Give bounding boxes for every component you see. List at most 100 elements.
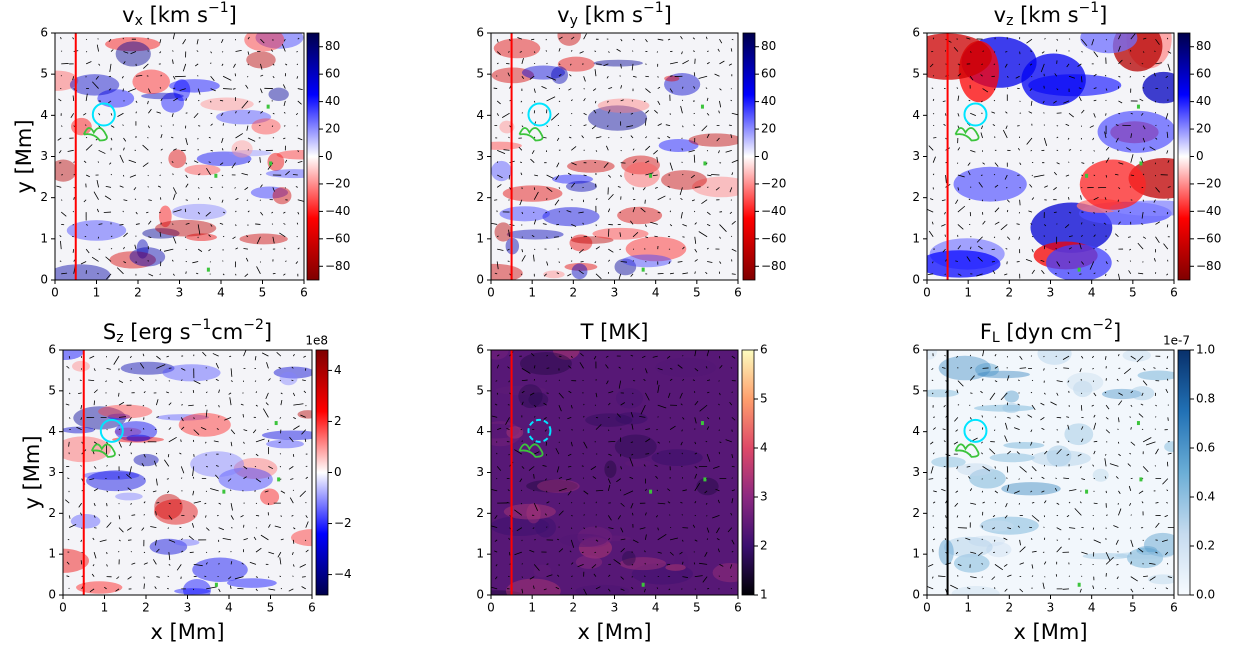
quiver-arrow	[272, 224, 273, 225]
contour-green-spot	[215, 583, 218, 587]
field-patch	[72, 361, 90, 372]
quiver-arrow	[682, 148, 683, 150]
x-tick-label: 2	[1006, 601, 1014, 615]
title-part: −2	[243, 317, 264, 333]
field-patch	[542, 207, 599, 226]
quiver-arrow	[584, 175, 587, 176]
field-patch	[116, 41, 151, 66]
colorbar-tick-label: −60	[1196, 231, 1221, 245]
y-tick-label: 0	[476, 273, 484, 287]
quiver-arrow	[596, 514, 597, 515]
colorbar	[1178, 350, 1190, 595]
quiver-arrow	[144, 490, 145, 491]
colorbar-tick-label: 0.2	[1196, 539, 1215, 553]
field-patch	[231, 140, 252, 157]
quiver-arrow	[86, 39, 87, 40]
colorbar-tick-label: 0	[761, 149, 769, 163]
y-tick-label: 3	[476, 465, 484, 479]
plot-area	[37, 344, 332, 601]
field-patch	[169, 79, 220, 92]
x-tick-label: 3	[176, 286, 184, 300]
x-tick-label: 4	[652, 286, 660, 300]
field-patch	[952, 586, 1000, 602]
field-patch	[598, 98, 650, 112]
x-tick-label: 6	[300, 286, 308, 300]
quiver-arrow	[731, 588, 732, 589]
field-patch	[689, 133, 743, 146]
y-tick-label: 5	[476, 67, 484, 81]
quiver-arrow	[547, 527, 548, 528]
field-patch	[280, 372, 298, 385]
quiver-arrow	[302, 577, 306, 578]
y-tick-label: 4	[912, 108, 920, 122]
panel-title: T [MK]	[580, 320, 649, 344]
quiver-arrow	[109, 76, 111, 77]
quiver-arrow	[1128, 237, 1131, 238]
field-patch	[1001, 482, 1060, 495]
quiver-arrow	[608, 441, 615, 442]
quiver-arrow	[620, 249, 621, 250]
title-part: −1	[1079, 0, 1100, 16]
quiver-arrow	[546, 50, 547, 51]
quiver-arrow	[1081, 52, 1082, 53]
y-tick-label: 4	[48, 424, 56, 438]
y-tick-label: 3	[476, 149, 484, 163]
quiver-arrow	[194, 417, 195, 419]
title-part: −2	[1092, 317, 1113, 333]
y-tick-label: 6	[912, 343, 920, 357]
quiver-arrow	[620, 76, 621, 77]
x-tick-label: 5	[1129, 601, 1137, 615]
quiver-arrow	[1167, 224, 1168, 227]
quiver-arrow	[168, 454, 169, 457]
field-patch	[1080, 22, 1137, 53]
quiver-arrow	[123, 211, 124, 212]
quiver-arrow	[584, 404, 585, 405]
field-patch	[1130, 386, 1154, 400]
title-part: v	[557, 3, 569, 27]
title-part: z	[116, 330, 123, 346]
quiver-arrow	[160, 249, 161, 251]
contour-green-spot	[1078, 583, 1081, 587]
field-patch	[71, 514, 101, 529]
quiver-arrow	[970, 187, 971, 188]
quiver-arrow	[547, 368, 550, 369]
contour-green-spot	[703, 477, 706, 481]
quiver-arrow	[559, 261, 560, 262]
colorbar-offset: 1e-7	[1163, 334, 1190, 348]
quiver-arrow	[131, 430, 132, 431]
quiver-arrow	[933, 75, 934, 76]
field-patch	[132, 70, 170, 94]
quiver-arrow	[508, 405, 510, 406]
quiver-arrow	[994, 52, 995, 53]
quiver-arrow	[667, 564, 670, 565]
title-part: [erg s	[124, 320, 191, 344]
quiver-arrow	[223, 89, 232, 90]
quiver-arrow	[119, 429, 120, 430]
x-tick-label: 2	[134, 286, 142, 300]
y-tick-label: 2	[476, 506, 484, 520]
y-axis-label: y [Mm]	[20, 435, 44, 509]
field-patch	[696, 478, 718, 496]
panel-title: vx [km s−1]	[122, 0, 237, 29]
y-tick-label: 1	[48, 547, 56, 561]
field-patch	[239, 234, 287, 245]
y-tick-label: 1	[476, 231, 484, 245]
quiver-arrow	[222, 52, 223, 53]
quiver-arrow	[682, 162, 683, 163]
quiver-arrow	[1118, 552, 1119, 553]
quiver-arrow	[1081, 187, 1082, 188]
y-tick-label: 1	[40, 231, 48, 245]
field-patch	[1004, 390, 1019, 402]
quiver-arrow	[204, 576, 206, 577]
y-tick-label: 4	[40, 108, 48, 122]
title-part: [dyn cm	[1000, 320, 1093, 344]
quiver-arrow	[94, 429, 95, 430]
quiver-arrow	[1130, 528, 1131, 529]
panel-title: vy [km s−1]	[557, 0, 672, 29]
title-part: −1	[643, 0, 664, 16]
quiver-arrow	[494, 200, 497, 201]
y-tick-label: 6	[476, 343, 484, 357]
quiver-arrow	[280, 466, 281, 467]
field-patch	[939, 539, 954, 565]
contour-green-spot	[1137, 105, 1140, 109]
